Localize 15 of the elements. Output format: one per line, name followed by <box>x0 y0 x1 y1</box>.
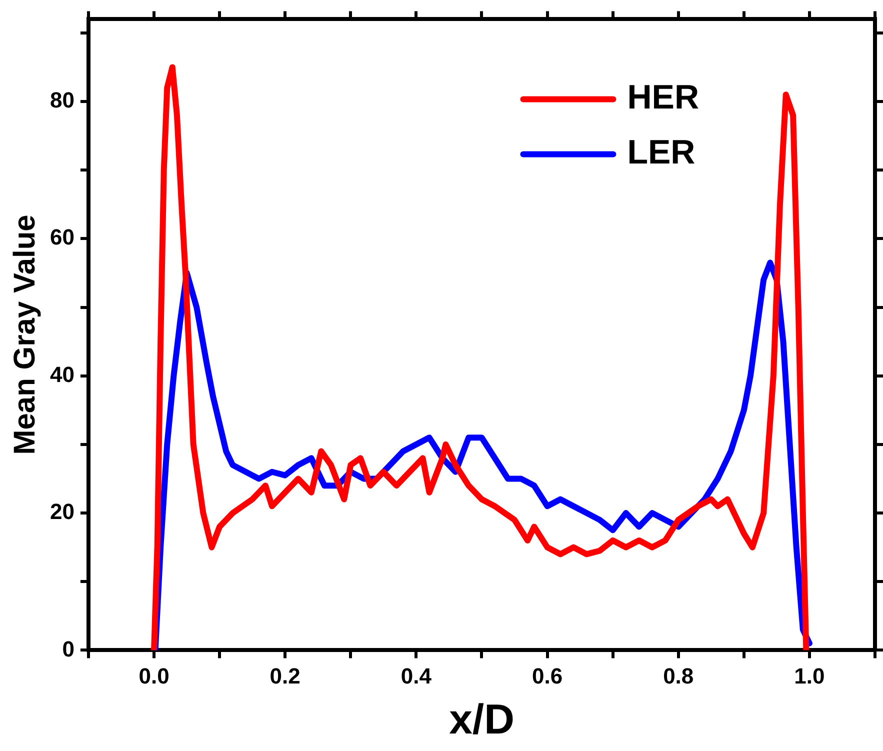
x-tick-label: 0.8 <box>663 663 694 688</box>
x-tick-label: 0.4 <box>400 663 432 688</box>
y-axis-title: Mean Gray Value <box>8 214 42 455</box>
y-tick-label: 20 <box>50 499 74 524</box>
y-tick-label: 80 <box>50 88 74 113</box>
legend-label: LER <box>627 134 696 172</box>
x-tick-label: 0.0 <box>138 663 170 688</box>
y-tick-label: 0 <box>62 636 74 662</box>
x-axis-title: x/D <box>449 695 514 742</box>
x-tick-label: 0.2 <box>270 663 300 688</box>
x-tick-label: 1.0 <box>794 663 825 688</box>
legend-label: HER <box>627 78 700 117</box>
x-tick-label: 0.6 <box>532 663 563 688</box>
y-tick-label: 40 <box>50 362 74 387</box>
y-tick-label: 60 <box>50 224 74 250</box>
